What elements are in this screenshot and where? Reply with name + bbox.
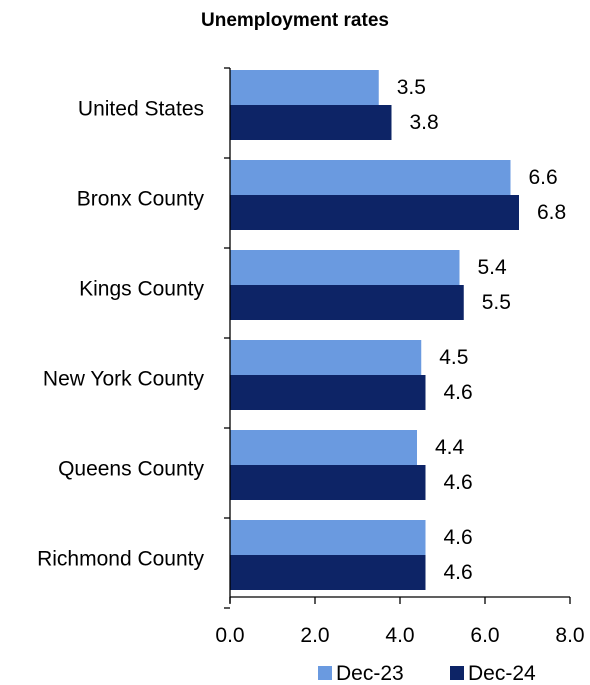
- data-labels-layer: 3.5 3.8 6.6 6.8 5.4 5.5 4.5 4.6 4.4 4.6 4.6 4.6: [397, 76, 566, 584]
- bar-dec-23-united-states: [230, 70, 379, 105]
- legend-swatch-dec-23: [318, 666, 332, 680]
- category-label-richmond-county: Richmond County: [37, 548, 204, 571]
- category-label-kings-county: Kings County: [79, 278, 204, 301]
- data-label-dec-24-bronx-county: 6.8: [537, 201, 566, 224]
- bar-dec-24-new-york-county: [230, 375, 426, 410]
- bar-dec-24-queens-county: [230, 465, 426, 500]
- legend-label-dec-23: Dec-23: [336, 662, 404, 685]
- data-label-dec-24-united-states: 3.8: [410, 111, 439, 134]
- data-label-dec-23-bronx-county: 6.6: [529, 166, 558, 189]
- x-tick-label: 2.0: [300, 624, 329, 647]
- data-label-dec-23-new-york-county: 4.5: [439, 346, 468, 369]
- x-tick-label: 6.0: [470, 624, 499, 647]
- data-label-dec-23-richmond-county: 4.6: [444, 526, 473, 549]
- data-label-dec-24-kings-county: 5.5: [482, 291, 511, 314]
- axes-layer: 0.0 2.0 4.0 6.0 8.0: [215, 67, 585, 647]
- bar-dec-23-new-york-county: [230, 340, 422, 375]
- bar-dec-24-bronx-county: [230, 195, 519, 230]
- bar-dec-23-queens-county: [230, 430, 417, 465]
- category-label-bronx-county: Bronx County: [77, 188, 205, 211]
- data-label-dec-23-kings-county: 5.4: [478, 256, 508, 279]
- chart-title: Unemployment rates: [201, 10, 389, 31]
- category-label-united-states: United States: [78, 98, 204, 121]
- data-label-dec-24-new-york-county: 4.6: [444, 381, 473, 404]
- bars-layer: [230, 70, 519, 590]
- legend: Dec-23 Dec-24: [318, 662, 536, 685]
- data-label-dec-23-queens-county: 4.4: [435, 436, 465, 459]
- bar-dec-24-kings-county: [230, 285, 464, 320]
- x-tick-label: 4.0: [385, 624, 414, 647]
- x-tick-label: 8.0: [555, 624, 584, 647]
- category-label-new-york-county: New York County: [43, 368, 205, 391]
- data-label-dec-23-united-states: 3.5: [397, 76, 426, 99]
- data-label-dec-24-richmond-county: 4.6: [444, 561, 473, 584]
- category-labels-layer: United States Bronx County Kings County New…: [37, 98, 204, 571]
- bar-dec-23-kings-county: [230, 250, 460, 285]
- bar-dec-24-united-states: [230, 105, 392, 140]
- legend-swatch-dec-24: [450, 666, 464, 680]
- bar-dec-24-richmond-county: [230, 555, 426, 590]
- bar-dec-23-bronx-county: [230, 160, 511, 195]
- x-tick-label: 0.0: [215, 624, 244, 647]
- bar-dec-23-richmond-county: [230, 520, 426, 555]
- legend-label-dec-24: Dec-24: [468, 662, 536, 685]
- data-label-dec-24-queens-county: 4.6: [444, 471, 473, 494]
- category-label-queens-county: Queens County: [58, 458, 204, 481]
